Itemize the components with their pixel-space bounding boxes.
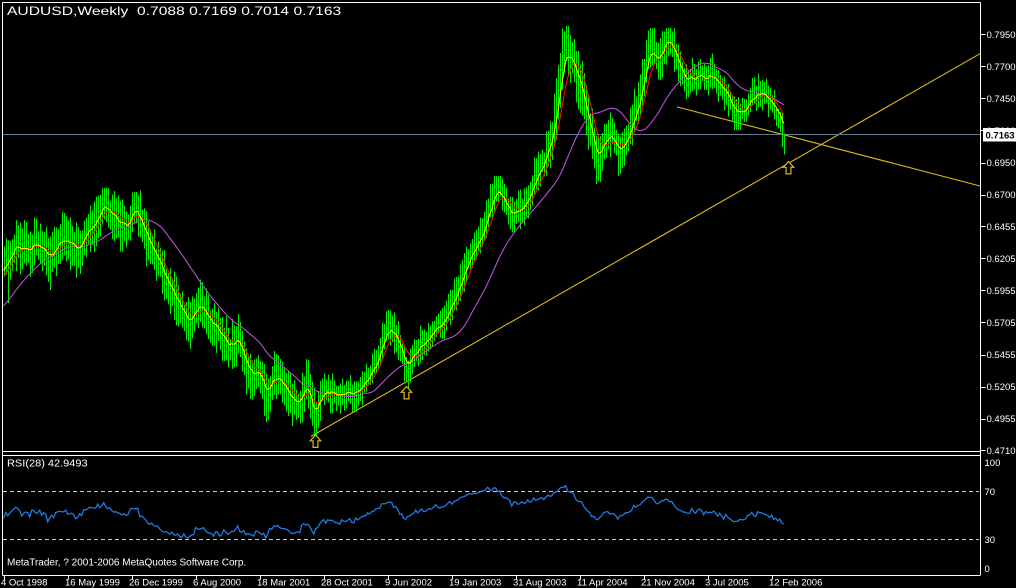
svg-text:0.6455: 0.6455 — [987, 222, 1016, 233]
svg-text:0.4710: 0.4710 — [987, 446, 1016, 457]
svg-text:0.5705: 0.5705 — [987, 318, 1016, 329]
svg-text:0.5955: 0.5955 — [987, 286, 1016, 297]
svg-text:0.7700: 0.7700 — [987, 62, 1016, 73]
svg-text:0.6205: 0.6205 — [987, 254, 1016, 265]
svg-text:28 Oct 2001: 28 Oct 2001 — [321, 578, 373, 588]
svg-text:0.6950: 0.6950 — [987, 158, 1016, 169]
svg-text:26 Dec 1999: 26 Dec 1999 — [129, 578, 183, 588]
svg-text:0.5205: 0.5205 — [987, 382, 1016, 393]
svg-text:0: 0 — [985, 564, 990, 575]
svg-text:4 Oct 1998: 4 Oct 1998 — [1, 578, 47, 588]
svg-text:19 Jan 2003: 19 Jan 2003 — [449, 578, 501, 588]
svg-text:11 Apr 2004: 11 Apr 2004 — [577, 578, 628, 588]
svg-text:30: 30 — [985, 535, 996, 546]
svg-text:70: 70 — [985, 487, 996, 498]
svg-text:0.7950: 0.7950 — [987, 30, 1016, 41]
svg-text:MetaTrader, ? 2001-2006 MetaQu: MetaTrader, ? 2001-2006 MetaQuotes Softw… — [7, 558, 246, 569]
svg-text:21 Nov 2004: 21 Nov 2004 — [641, 578, 695, 588]
svg-text:6 Aug 2000: 6 Aug 2000 — [193, 578, 241, 588]
svg-text:31 Aug 2003: 31 Aug 2003 — [513, 578, 566, 588]
svg-text:0.7163: 0.7163 — [986, 131, 1015, 142]
svg-text:9 Jun 2002: 9 Jun 2002 — [385, 578, 432, 588]
svg-text:0.4955: 0.4955 — [987, 414, 1016, 425]
svg-text:0.7450: 0.7450 — [987, 94, 1016, 105]
svg-text:16 May 1999: 16 May 1999 — [65, 578, 120, 588]
svg-text:3 Jul 2005: 3 Jul 2005 — [705, 578, 749, 588]
svg-text:18 Mar 2001: 18 Mar 2001 — [257, 578, 310, 588]
svg-text:RSI(28) 42.9493: RSI(28) 42.9493 — [7, 458, 88, 469]
svg-text:100: 100 — [985, 458, 1001, 469]
svg-text:12 Feb 2006: 12 Feb 2006 — [769, 578, 822, 588]
svg-text:0.6700: 0.6700 — [987, 190, 1016, 201]
svg-text:0.5455: 0.5455 — [987, 350, 1016, 361]
svg-text:AUDUSD,Weekly 0.7088 0.7169 0: AUDUSD,Weekly 0.7088 0.7169 0.7014 0.716… — [7, 5, 342, 18]
